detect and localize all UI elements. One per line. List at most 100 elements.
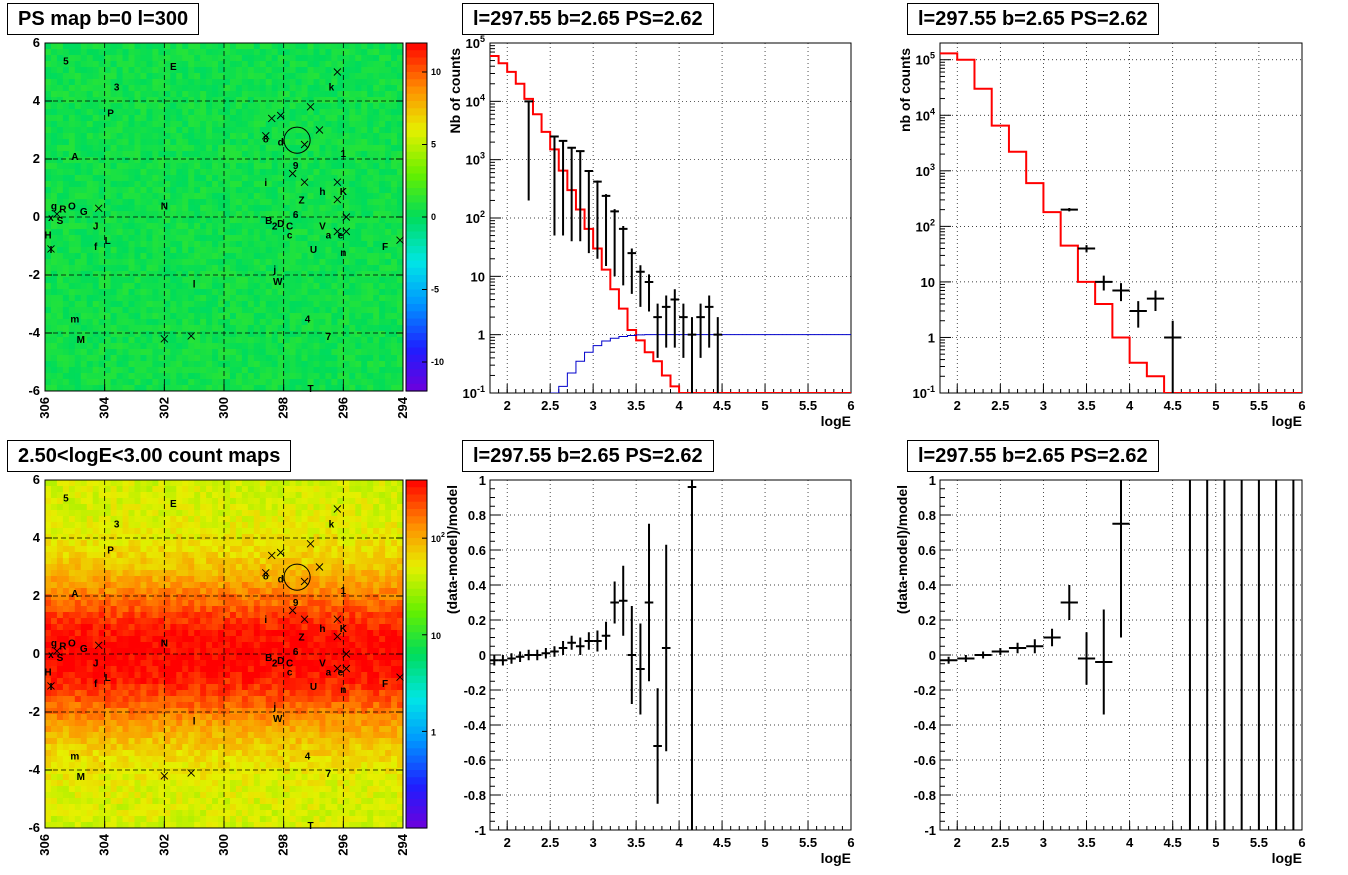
map-pixel (98, 564, 106, 571)
map-pixel (116, 522, 124, 529)
map-pixel (188, 534, 195, 541)
map-pixel (224, 522, 231, 529)
map-pixel (229, 61, 237, 68)
map-pixel (158, 97, 165, 104)
map-pixel (361, 127, 368, 134)
map-pixel (56, 79, 64, 86)
map-pixel (241, 564, 249, 571)
map-pixel (325, 361, 332, 368)
map-pixel (56, 61, 64, 68)
map-pixel (295, 91, 303, 98)
map-pixel (224, 91, 231, 98)
map-pixel (253, 492, 261, 499)
map-pixel (331, 115, 338, 122)
map-pixel (200, 570, 207, 577)
map-pixel (289, 139, 297, 146)
map-pixel (295, 247, 303, 254)
map-pixel (134, 121, 141, 128)
map-pixel (146, 157, 153, 164)
map-pixel (134, 181, 141, 188)
map-pixel (104, 253, 112, 260)
map-pixel (247, 139, 255, 146)
map-pixel (122, 373, 130, 380)
map-pixel (253, 307, 261, 314)
map-pixel (170, 169, 177, 176)
map-pixel (122, 181, 130, 188)
map-pixel (176, 163, 183, 170)
map-pixel (188, 217, 195, 224)
map-pixel (307, 516, 314, 523)
map-pixel (301, 516, 309, 523)
map-pixel (128, 373, 135, 380)
map-pixel (152, 259, 159, 266)
map-pixel (259, 385, 267, 392)
map-pixel (212, 313, 219, 320)
map-pixel (325, 109, 332, 116)
map-pixel (158, 558, 165, 565)
map-pixel (146, 121, 153, 128)
map-pixel (253, 55, 261, 62)
map-pixel (86, 367, 94, 374)
map-pixel (337, 127, 344, 134)
map-pixel (104, 229, 112, 236)
map-pixel (325, 235, 332, 242)
map-pixel (319, 528, 326, 535)
map-pixel (283, 97, 291, 104)
map-pixel (86, 151, 94, 158)
map-pixel (301, 343, 309, 350)
map-pixel (367, 289, 374, 296)
map-pixel (247, 49, 255, 56)
map-pixel (241, 480, 249, 487)
map-pixel (289, 373, 297, 380)
map-pixel (212, 600, 219, 607)
map-pixel (128, 570, 135, 577)
map-pixel (212, 379, 219, 386)
map-pixel (212, 480, 219, 487)
map-pixel (50, 115, 58, 122)
map-pixel (86, 558, 94, 565)
map-pixel (391, 361, 398, 368)
map-pixel (289, 486, 297, 493)
map-pixel (331, 582, 338, 589)
map-pixel (271, 91, 279, 98)
map-pixel (50, 546, 58, 553)
map-pixel (379, 121, 386, 128)
map-pixel (200, 241, 207, 248)
map-pixel (176, 564, 183, 571)
map-pixel (307, 289, 314, 296)
map-pixel (45, 546, 52, 553)
map-pixel (116, 576, 124, 583)
map-pixel (367, 103, 374, 110)
map-pixel (253, 175, 261, 182)
map-pixel (128, 271, 135, 278)
map-source-label: D (277, 219, 284, 230)
map-pixel (271, 67, 279, 74)
map-pixel (164, 385, 171, 392)
map-pixel (200, 522, 207, 529)
map-pixel (391, 61, 398, 68)
map-pixel (265, 175, 273, 182)
map-pixel (241, 540, 249, 547)
map-pixel (194, 223, 201, 230)
map-pixel (331, 163, 338, 170)
map-pixel (337, 265, 344, 272)
map-pixel (379, 79, 386, 86)
map-pixel (80, 223, 88, 230)
map-pixel (247, 133, 255, 140)
map-pixel (98, 534, 106, 541)
map-pixel (218, 600, 225, 607)
map-pixel (379, 361, 386, 368)
map-pixel (122, 546, 130, 553)
map-pixel (170, 103, 177, 110)
map-pixel (355, 151, 362, 158)
map-pixel (104, 492, 112, 499)
map-pixel (45, 558, 52, 565)
map-pixel (92, 504, 100, 511)
map-pixel (56, 217, 64, 224)
map-pixel (74, 103, 82, 110)
map-pixel (307, 175, 314, 182)
map-pixel (128, 504, 135, 511)
map-pixel (98, 301, 106, 308)
map-pixel (355, 492, 362, 499)
map-pixel (397, 606, 404, 613)
